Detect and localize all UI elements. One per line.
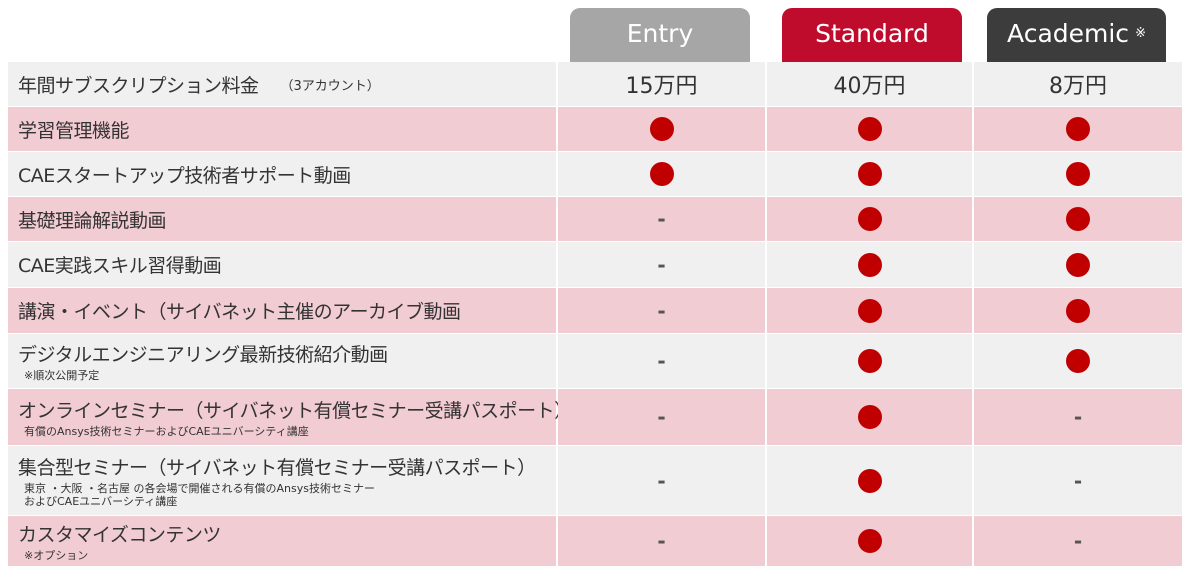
included-dot-icon <box>857 468 882 493</box>
feature-cell-academic <box>974 197 1182 241</box>
included-dot-icon <box>857 349 882 373</box>
plan-name: Entry <box>626 18 694 48</box>
included-dot-icon <box>857 162 882 186</box>
feature-label-cell: 基礎理論解説動画 <box>8 197 556 241</box>
not-included-dash: - <box>1073 468 1083 493</box>
feature-label-cell: カスタマイズコンテンツ ※オプション <box>8 516 556 566</box>
feature-cell-academic: - <box>974 516 1182 566</box>
feature-label-cell: CAE実践スキル習得動画 <box>8 242 556 287</box>
price-label-cell: 年間サブスクリプション料金 （3アカウント） <box>8 62 556 106</box>
plan-header-academic: Academic ※ <box>987 8 1166 62</box>
not-included-dash: - <box>1073 405 1083 429</box>
not-included-dash: - <box>657 298 666 323</box>
feature-row: 学習管理機能 <box>8 107 1182 151</box>
feature-cell-entry: - <box>558 446 765 515</box>
feature-label: カスタマイズコンテンツ <box>18 524 221 546</box>
feature-cell-standard <box>767 107 972 151</box>
feature-cell-standard <box>767 334 972 388</box>
not-included-dash: - <box>657 349 666 373</box>
feature-note: 東京 ・大阪 ・名古屋 の各会場で開催される有償のAnsys技術セミナー および… <box>24 482 375 508</box>
included-dot-icon <box>857 529 882 553</box>
feature-cell-standard <box>767 516 972 566</box>
feature-row: カスタマイズコンテンツ ※オプション - - <box>8 516 1182 566</box>
feature-label: CAEスタートアップ技術者サポート動画 <box>18 164 351 187</box>
feature-cell-standard <box>767 446 972 515</box>
feature-label-cell: 学習管理機能 <box>8 107 556 151</box>
price-row: 年間サブスクリプション料金 （3アカウント） 15万円 40万円 8万円 <box>8 62 1182 106</box>
included-dot-icon <box>857 252 882 277</box>
feature-cell-academic <box>974 334 1182 388</box>
feature-cell-standard <box>767 389 972 445</box>
price-academic: 8万円 <box>974 62 1182 106</box>
feature-label: デジタルエンジニアリング最新技術紹介動画 <box>18 344 388 366</box>
feature-cell-academic: - <box>974 446 1182 515</box>
plan-header-standard: Standard <box>782 8 962 62</box>
not-included-dash: - <box>657 529 666 553</box>
feature-cell-standard <box>767 197 972 241</box>
included-dot-icon <box>649 162 674 186</box>
feature-cell-entry: - <box>558 516 765 566</box>
feature-note: 有償のAnsys技術セミナーおよびCAEユニバーシティ講座 <box>24 425 309 438</box>
feature-cell-entry: - <box>558 197 765 241</box>
not-included-dash: - <box>657 468 666 493</box>
plan-name: Academic <box>1007 18 1130 48</box>
included-dot-icon <box>857 405 882 429</box>
feature-label: CAE実践スキル習得動画 <box>18 255 222 277</box>
feature-row: CAEスタートアップ技術者サポート動画 <box>8 152 1182 196</box>
price-standard: 40万円 <box>767 62 972 106</box>
included-dot-icon <box>1066 349 1090 373</box>
feature-label: 集合型セミナー（サイバネット有償セミナー受講パスポート） <box>18 457 536 479</box>
feature-row: オンラインセミナー（サイバネット有償セミナー受講パスポート） 有償のAnsys技術… <box>8 389 1182 445</box>
feature-cell-standard <box>767 242 972 287</box>
included-dot-icon <box>1066 298 1090 323</box>
price-label: 年間サブスクリプション料金 <box>18 74 259 97</box>
feature-label-cell: 集合型セミナー（サイバネット有償セミナー受講パスポート） 東京 ・大阪 ・名古屋 … <box>8 446 556 515</box>
feature-label: 基礎理論解説動画 <box>18 209 167 232</box>
feature-row: 集合型セミナー（サイバネット有償セミナー受講パスポート） 東京 ・大阪 ・名古屋 … <box>8 446 1182 515</box>
not-included-dash: - <box>657 405 666 429</box>
included-dot-icon <box>1066 117 1090 141</box>
feature-cell-entry <box>558 152 765 196</box>
feature-label-cell: CAEスタートアップ技術者サポート動画 <box>8 152 556 196</box>
not-included-dash: - <box>657 252 666 277</box>
feature-row: 講演・イベント（サイバネット主催のアーカイブ動画 - <box>8 288 1182 333</box>
price-sub-label: （3アカウント） <box>280 78 380 94</box>
feature-cell-academic <box>974 152 1182 196</box>
not-included-dash: - <box>1073 529 1083 553</box>
feature-note: ※順次公開予定 <box>24 369 100 382</box>
feature-cell-entry: - <box>558 334 765 388</box>
feature-cell-academic: - <box>974 389 1182 445</box>
feature-label: 講演・イベント（サイバネット主催のアーカイブ動画 <box>18 301 461 323</box>
feature-label-cell: 講演・イベント（サイバネット主催のアーカイブ動画 <box>8 288 556 333</box>
feature-note: ※オプション <box>24 549 89 562</box>
feature-cell-academic <box>974 107 1182 151</box>
feature-cell-entry: - <box>558 288 765 333</box>
feature-cell-academic <box>974 242 1182 287</box>
plan-header-entry: Entry <box>570 8 750 62</box>
included-dot-icon <box>1066 207 1090 231</box>
feature-cell-academic <box>974 288 1182 333</box>
feature-row: CAE実践スキル習得動画 - <box>8 242 1182 287</box>
plan-note: ※ <box>1135 25 1146 41</box>
included-dot-icon <box>649 117 674 141</box>
feature-cell-entry: - <box>558 389 765 445</box>
plan-name: Standard <box>815 18 929 48</box>
feature-cell-entry: - <box>558 242 765 287</box>
included-dot-icon <box>857 117 882 141</box>
feature-label: 学習管理機能 <box>18 119 130 142</box>
included-dot-icon <box>857 207 882 231</box>
feature-label: オンラインセミナー（サイバネット有償セミナー受講パスポート） <box>18 400 573 422</box>
feature-row: デジタルエンジニアリング最新技術紹介動画 ※順次公開予定 - <box>8 334 1182 388</box>
included-dot-icon <box>1066 252 1090 277</box>
feature-cell-standard <box>767 288 972 333</box>
feature-label-cell: オンラインセミナー（サイバネット有償セミナー受講パスポート） 有償のAnsys技術… <box>8 389 573 445</box>
price-entry: 15万円 <box>558 62 765 106</box>
not-included-dash: - <box>657 207 666 231</box>
included-dot-icon <box>857 298 882 323</box>
feature-row: 基礎理論解説動画 - <box>8 197 1182 241</box>
included-dot-icon <box>1066 162 1090 186</box>
feature-cell-entry <box>558 107 765 151</box>
feature-cell-standard <box>767 152 972 196</box>
feature-label-cell: デジタルエンジニアリング最新技術紹介動画 ※順次公開予定 <box>8 334 556 388</box>
